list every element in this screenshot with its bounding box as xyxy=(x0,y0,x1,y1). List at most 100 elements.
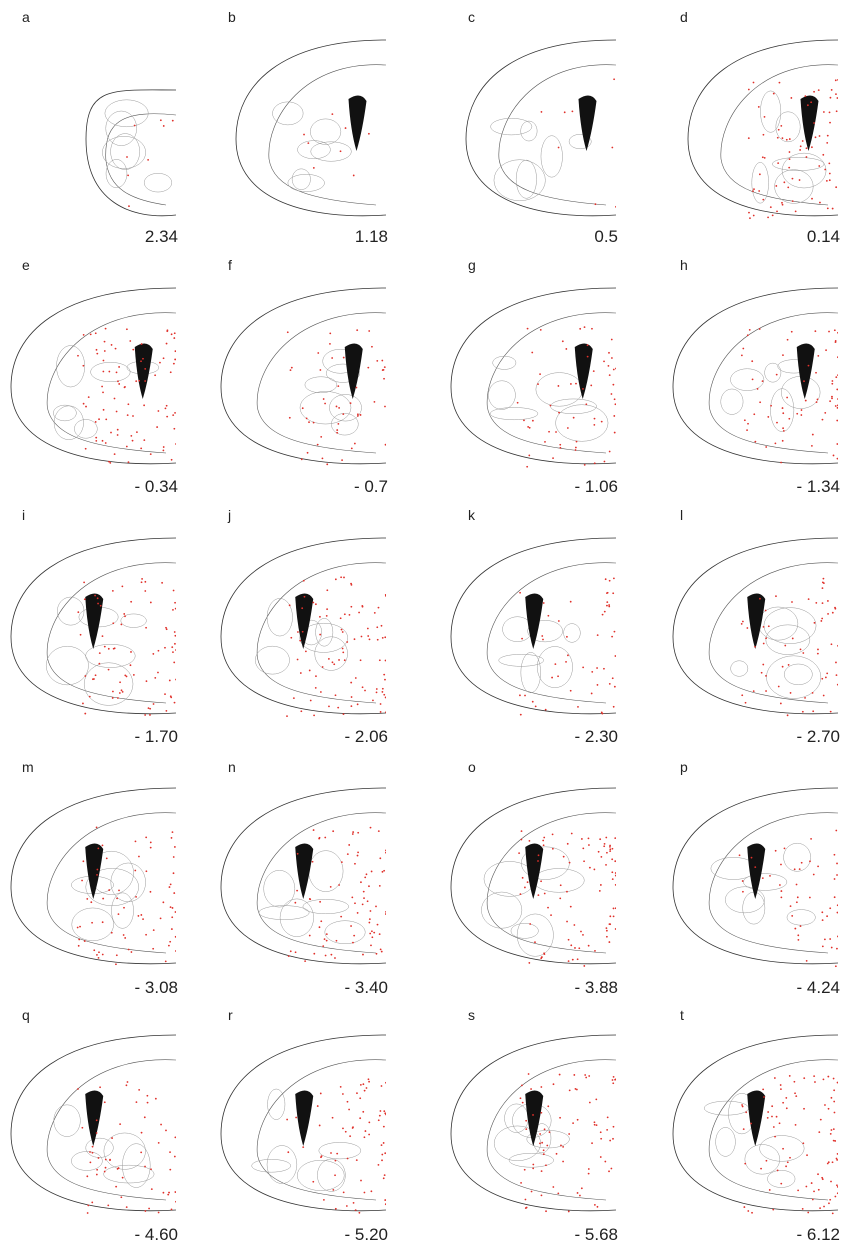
cell-dot xyxy=(547,1105,550,1108)
cell-dot xyxy=(359,1117,362,1120)
panel-label: a xyxy=(22,9,30,25)
cortex-inner xyxy=(256,312,386,454)
cell-dot xyxy=(99,604,102,607)
cell-dot xyxy=(527,425,530,428)
cell-dot xyxy=(587,837,590,840)
cell-dot xyxy=(794,1123,797,1126)
coordinate: 0.14 xyxy=(807,227,840,246)
cell-dot xyxy=(364,876,367,879)
cell-dot xyxy=(827,1107,830,1110)
cell-dot xyxy=(296,889,299,892)
cell-dot xyxy=(611,858,614,861)
cell-dot xyxy=(751,360,754,363)
cell-dot xyxy=(290,366,293,369)
ventricle xyxy=(574,343,593,399)
cell-dot xyxy=(377,1163,380,1166)
cell-dot xyxy=(569,600,572,603)
coordinate: - 1.06 xyxy=(575,477,618,496)
cell-dot xyxy=(788,158,791,161)
cell-dot xyxy=(829,96,832,99)
panel-label: r xyxy=(228,1007,233,1023)
cell-dot xyxy=(127,174,130,177)
cell-dot xyxy=(360,881,362,884)
cell-dot xyxy=(584,1074,587,1076)
cell-dot xyxy=(608,1170,610,1173)
region xyxy=(57,596,85,626)
cell-dot xyxy=(605,935,608,938)
cell-dot xyxy=(348,844,351,846)
cell-dot xyxy=(111,697,114,699)
cell-dot xyxy=(836,97,838,99)
region xyxy=(490,407,539,421)
cell-dot xyxy=(615,205,616,208)
cell-dot xyxy=(359,659,362,662)
cell-dot xyxy=(821,581,824,584)
cell-dot xyxy=(824,676,827,679)
panel: h - 1.34 xyxy=(672,257,840,496)
cell-dot xyxy=(836,406,838,409)
cell-dot xyxy=(567,654,569,657)
cell-dot xyxy=(539,1142,541,1145)
cell-dot xyxy=(149,453,152,456)
region xyxy=(104,99,149,128)
cell-dot xyxy=(76,926,79,929)
ventricle xyxy=(344,343,363,399)
cell-dot xyxy=(520,830,523,833)
cell-dot xyxy=(137,915,140,917)
cell-dot xyxy=(837,356,838,359)
cell-dot xyxy=(144,714,147,716)
cell-dot xyxy=(333,663,336,666)
cell-dot xyxy=(175,1200,176,1203)
cell-dot xyxy=(379,857,382,860)
cell-dot xyxy=(555,431,557,433)
cell-dot xyxy=(130,951,133,953)
cell-dot xyxy=(138,855,140,858)
cell-dot xyxy=(793,868,796,871)
cell-dot xyxy=(606,601,609,604)
cell-dot xyxy=(528,426,531,429)
cell-dot xyxy=(331,1116,334,1119)
cell-dot xyxy=(288,604,291,607)
region xyxy=(53,1104,81,1137)
cell-dot xyxy=(101,921,104,924)
cell-dot xyxy=(833,853,836,856)
cell-dot xyxy=(96,1168,99,1171)
cell-dot xyxy=(821,919,824,922)
outline xyxy=(672,287,838,465)
cell-dot xyxy=(756,388,759,390)
cell-dot xyxy=(836,443,838,445)
cell-dot xyxy=(614,907,616,910)
cell-dot xyxy=(528,839,531,842)
cell-dot xyxy=(343,576,345,579)
cell-dot xyxy=(591,671,594,673)
cell-dot xyxy=(805,959,808,962)
cortex-inner xyxy=(256,812,386,954)
cell-dot xyxy=(813,1190,815,1193)
cell-dot xyxy=(815,401,818,404)
cell-dot xyxy=(773,1077,776,1079)
cell-dot xyxy=(835,661,837,664)
coordinate: - 2.06 xyxy=(345,727,388,746)
cell-dot xyxy=(820,620,823,622)
cell-dot xyxy=(170,928,173,930)
cell-dot xyxy=(754,645,756,648)
region xyxy=(520,652,541,694)
cell-dot xyxy=(174,642,176,645)
cell-dot xyxy=(831,1161,834,1164)
cell-dot xyxy=(352,831,355,833)
ventricle xyxy=(747,1090,766,1146)
cell-dot xyxy=(294,901,297,904)
cell-dot xyxy=(352,174,355,177)
cell-dot xyxy=(119,681,121,684)
cell-dot xyxy=(833,896,836,899)
section xyxy=(672,287,838,465)
cell-dot xyxy=(762,1088,765,1091)
cell-dot xyxy=(381,1153,384,1156)
cell-dot xyxy=(169,1151,171,1153)
panel: m - 3.08 xyxy=(10,759,178,997)
cell-dot xyxy=(121,585,124,588)
cell-dot xyxy=(521,876,524,879)
cell-dot xyxy=(614,837,616,840)
cell-dot xyxy=(129,664,132,667)
cell-dot xyxy=(375,691,378,694)
